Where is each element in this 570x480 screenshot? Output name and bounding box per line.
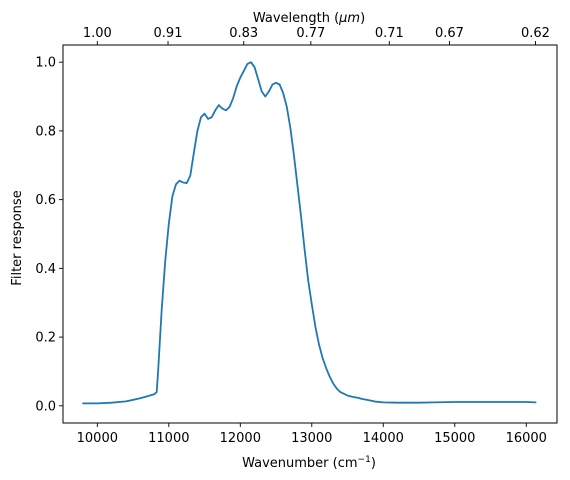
secondary-x-tick-label: 0.62 bbox=[521, 26, 550, 41]
y-axis-label: Filter response bbox=[10, 190, 25, 285]
secondary-x-tick-label: 0.67 bbox=[435, 26, 464, 41]
secondary-x-tick-label: 0.91 bbox=[154, 26, 183, 41]
secondary-x-tick-label: 0.71 bbox=[375, 26, 404, 41]
x-tick-label: 14000 bbox=[363, 431, 404, 446]
axes-frame bbox=[62, 44, 558, 424]
x-tick-label: 13000 bbox=[291, 431, 332, 446]
y-tick-label: 0.2 bbox=[35, 331, 56, 346]
secondary-x-axis-ticks: 1.00 0.91 0.83 0.77 0.71 0.67 0.62 bbox=[83, 26, 550, 45]
y-axis-ticks: 0.0 0.2 0.4 0.6 0.8 1.0 bbox=[35, 56, 63, 414]
x-tick-label: 11000 bbox=[148, 431, 189, 446]
x-tick-label: 15000 bbox=[434, 431, 475, 446]
y-tick-label: 0.8 bbox=[35, 124, 56, 139]
x-tick-label: 16000 bbox=[506, 431, 547, 446]
y-tick-label: 0.6 bbox=[35, 193, 56, 208]
y-tick-label: 1.0 bbox=[35, 56, 56, 71]
x-axis-ticks: 10000 11000 12000 13000 14000 15000 16000 bbox=[77, 423, 547, 446]
x-tick-label: 10000 bbox=[77, 431, 118, 446]
x-tick-label: 12000 bbox=[220, 431, 261, 446]
secondary-x-tick-label: 0.83 bbox=[229, 26, 258, 41]
series-line bbox=[82, 61, 537, 405]
secondary-x-tick-label: 1.00 bbox=[83, 26, 112, 41]
secondary-x-tick-label: 0.77 bbox=[296, 26, 325, 41]
secondary-x-axis-label: Wavelength (μm) bbox=[253, 11, 365, 26]
x-axis-label: Wavenumber (cm−1) bbox=[242, 455, 376, 471]
y-tick-label: 0.0 bbox=[35, 399, 56, 414]
y-tick-label: 0.4 bbox=[35, 262, 56, 277]
